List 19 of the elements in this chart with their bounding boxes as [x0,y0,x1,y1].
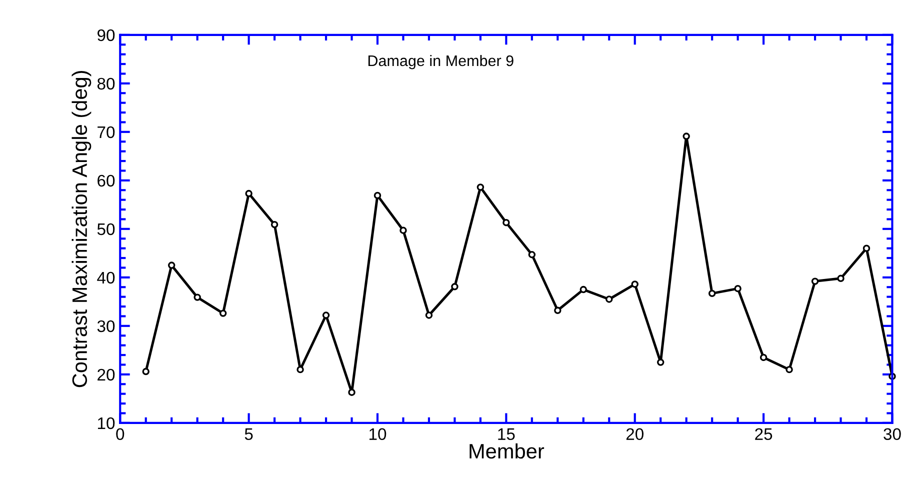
x-tick-label: 5 [244,428,253,440]
y-tick-label: 20 [98,368,115,381]
x-tick-label: 25 [755,428,772,440]
x-tick-label: 30 [884,428,901,440]
x-tick-label: 20 [626,428,644,440]
y-tick-label: 30 [97,320,115,332]
y-tick-label: 60 [98,174,115,187]
x-axis-title: Member [470,443,544,459]
y-tick-label: 80 [97,78,115,90]
y-tick-label: 70 [98,126,115,138]
y-tick-label: 10 [98,417,115,430]
y-tick-label: 90 [98,29,115,42]
y-tick-label: 40 [97,272,115,284]
y-tick-label: 50 [97,223,115,236]
y-axis-title: Contrast Maximization Angle (deg) [72,70,92,388]
x-tick-label: 0 [116,428,124,440]
x-tick-label: 10 [370,428,386,440]
x-tick-label: 15 [498,428,515,440]
annotation: Damage in Member 9 [368,54,514,70]
